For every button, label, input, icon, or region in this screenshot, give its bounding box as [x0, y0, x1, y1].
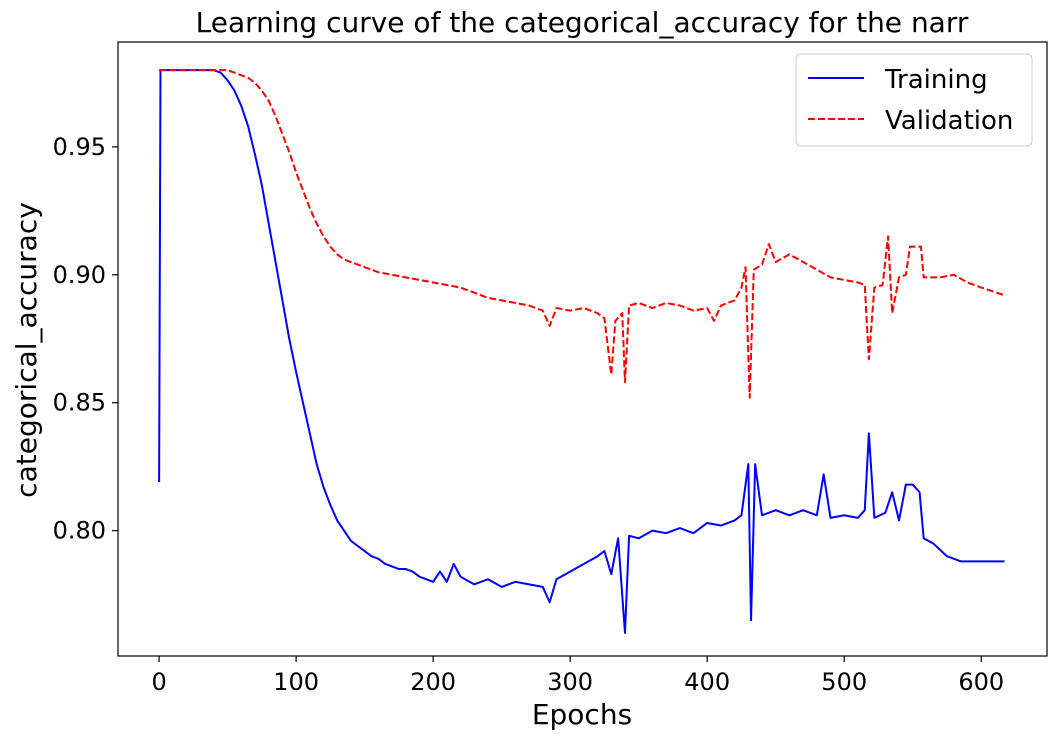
series-layer	[158, 69, 1005, 634]
y-axis-ticks: 0.80 0.85 0.90 0.95	[53, 133, 118, 545]
x-tick-label: 400	[684, 668, 730, 696]
x-tick-label: 600	[958, 668, 1004, 696]
legend-validation-label: Validation	[885, 106, 1013, 136]
chart-title: Learning curve of the categorical_accura…	[196, 6, 969, 39]
x-tick-label: 0	[151, 668, 166, 696]
x-tick-label: 200	[410, 668, 456, 696]
y-axis-label: categorical_accuracy	[10, 202, 43, 498]
legend-training-label: Training	[884, 65, 988, 95]
x-axis-label: Epochs	[532, 698, 632, 731]
x-tick-label: 300	[547, 668, 593, 696]
plot-frame	[117, 41, 1048, 657]
y-tick-label: 0.95	[53, 133, 106, 161]
y-tick-label: 0.85	[53, 389, 106, 417]
x-tick-label: 500	[821, 668, 867, 696]
x-axis-ticks: 0 100 200 300 400 500 600	[151, 656, 1004, 696]
legend: Training Validation	[795, 53, 1033, 147]
y-tick-label: 0.90	[53, 261, 106, 289]
x-tick-label: 100	[273, 668, 319, 696]
series-line-training	[158, 69, 1005, 634]
series-line-validation	[159, 69, 1005, 399]
y-tick-label: 0.80	[53, 517, 106, 545]
